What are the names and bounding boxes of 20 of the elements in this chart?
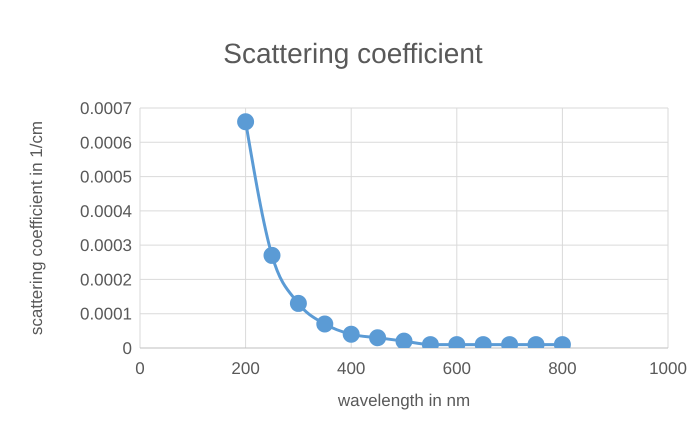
x-tick-label: 400 [337,359,366,378]
point [396,332,412,348]
x-axis-title: wavelength in nm [336,391,470,410]
y-tick-label: 0.0006 [80,133,132,152]
x-tick-label: 200 [231,359,260,378]
point [237,113,254,130]
x-tick-label: 0 [135,359,145,378]
y-tick-label: 0.0001 [80,304,132,324]
y-tick-label: 0 [122,339,132,358]
y-tick-label: 0.0003 [80,236,132,256]
x-tick-label: 800 [548,359,577,378]
y-axis-title: scattering coefficient in 1/cm [27,120,46,336]
point [264,246,280,264]
y-tick-label: 0.0004 [80,202,132,221]
chart-title: Scattering coefficient [222,38,484,70]
y-tick-label: 0.0002 [80,270,132,290]
x-tick-label: 1000 [649,359,687,378]
y-tick-label: 0.0007 [80,99,132,118]
y-tick-label: 0.0005 [80,168,132,187]
x-tick-label: 600 [442,359,471,378]
